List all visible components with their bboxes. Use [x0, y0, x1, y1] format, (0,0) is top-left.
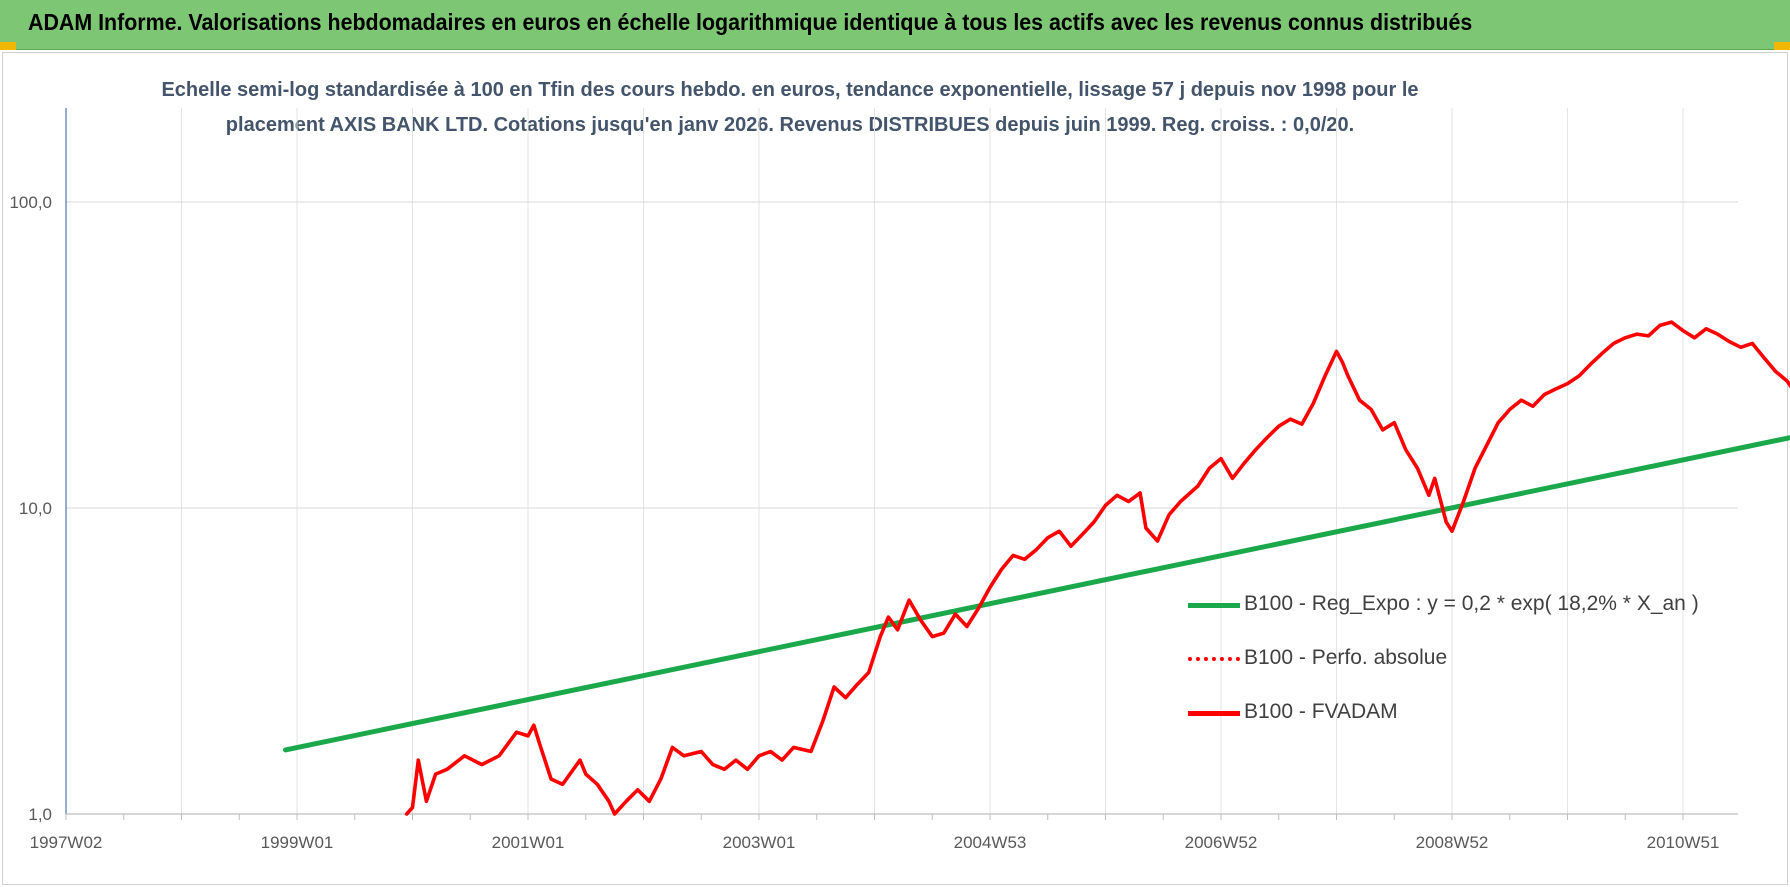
chart-frame: [2, 52, 1788, 885]
y-tick-label: 100,0: [9, 193, 52, 212]
series-fvadam-line: [404, 320, 1790, 816]
axes: [65, 108, 1738, 820]
legend-label-reg-expo: B100 - Reg_Expo : y = 0,2 * exp( 18,2% *…: [1244, 592, 1699, 615]
x-tick-label: 1997W02: [30, 833, 103, 852]
legend-swatch-reg-expo: [1188, 603, 1240, 608]
series-reg-expo-line: [283, 435, 1790, 753]
legend-item-perfo-absolue: B100 - Perfo. absolue: [1188, 644, 1708, 674]
report-header: ADAM Informe. Valorisations hebdomadaire…: [0, 0, 1790, 50]
x-tick-label: 2010W51: [1647, 833, 1720, 852]
x-tick-label: 2003W01: [723, 833, 796, 852]
x-tick-label: 2004W53: [954, 833, 1027, 852]
legend-label-fvadam: B100 - FVADAM: [1244, 700, 1398, 723]
chart-title-line-1: Echelle semi-log standardisée à 100 en T…: [161, 79, 1419, 101]
tick-labels: 1,0 10,0 100,0 1997W02 1999W01 2001W01 2003W01…: [9, 193, 1720, 852]
x-tick-label: 2006W52: [1185, 833, 1258, 852]
legend-swatch-perfo-absolue: [1188, 657, 1240, 661]
report-title: ADAM Informe. Valorisations hebdomadaire…: [28, 9, 1473, 35]
corner-marker-top-left: [0, 42, 16, 50]
y-gridlines: [66, 201, 1738, 509]
legend-swatch-fvadam: [1188, 711, 1240, 716]
corner-marker-top-right: [1774, 42, 1790, 50]
y-tick-label: 1,0: [28, 805, 52, 824]
legend-item-fvadam: B100 - FVADAM: [1188, 698, 1708, 728]
x-tick-label: 1999W01: [261, 833, 334, 852]
series-layer: [283, 320, 1790, 816]
y-tick-label: 10,0: [19, 499, 52, 518]
x-tick-label: 2008W52: [1416, 833, 1489, 852]
legend-label-perfo-absolue: B100 - Perfo. absolue: [1244, 646, 1448, 669]
legend-item-reg-expo: B100 - Reg_Expo : y = 0,2 * exp( 18,2% *…: [1188, 590, 1708, 620]
x-tick-label: 2001W01: [492, 833, 565, 852]
chart-title-line-2: placement AXIS BANK LTD. Cotations jusqu…: [225, 114, 1355, 136]
